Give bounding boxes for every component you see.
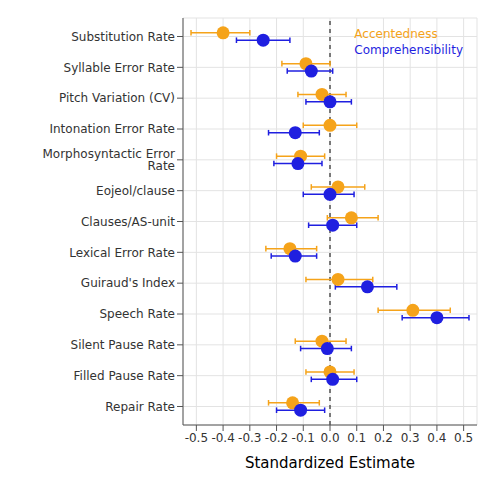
svg-text:Substitution Rate: Substitution Rate <box>71 30 175 44</box>
svg-text:Lexical Error Rate: Lexical Error Rate <box>69 246 175 260</box>
svg-text:-0.1: -0.1 <box>292 431 315 445</box>
svg-text:-0.4: -0.4 <box>211 431 234 445</box>
svg-text:Standardized Estimate: Standardized Estimate <box>245 454 415 472</box>
svg-text:-0.2: -0.2 <box>265 431 288 445</box>
svg-text:Pitch Variation (CV): Pitch Variation (CV) <box>59 91 175 105</box>
svg-text:Intonation Error Rate: Intonation Error Rate <box>49 122 175 136</box>
html-text:Accentedness: Accentedness <box>354 27 438 41</box>
svg-text:Clauses/AS-unit: Clauses/AS-unit <box>81 215 175 229</box>
svg-text:0.3: 0.3 <box>401 431 420 445</box>
svg-text:Eojeol/clause: Eojeol/clause <box>96 184 175 198</box>
svg-text:0.5: 0.5 <box>454 431 473 445</box>
svg-text:Guiraud's Index: Guiraud's Index <box>81 276 175 290</box>
svg-text:Filled Pause Rate: Filled Pause Rate <box>74 369 175 383</box>
svg-text:Morphosyntactic ErrorRate: Morphosyntactic ErrorRate <box>42 147 175 173</box>
svg-text:0.2: 0.2 <box>374 431 393 445</box>
svg-text:0.4: 0.4 <box>427 431 446 445</box>
svg-text:-0.3: -0.3 <box>238 431 261 445</box>
svg-text:Speech Rate: Speech Rate <box>99 307 175 321</box>
svg-text:Repair Rate: Repair Rate <box>105 400 175 414</box>
svg-text:Syllable Error Rate: Syllable Error Rate <box>64 61 175 75</box>
svg-text:-0.5: -0.5 <box>185 431 208 445</box>
html-text:Comprehensibility: Comprehensibility <box>354 43 463 57</box>
svg-text:0.1: 0.1 <box>347 431 366 445</box>
svg-text:Silent Pause Rate: Silent Pause Rate <box>71 338 175 352</box>
svg-text:0.0: 0.0 <box>320 431 339 445</box>
